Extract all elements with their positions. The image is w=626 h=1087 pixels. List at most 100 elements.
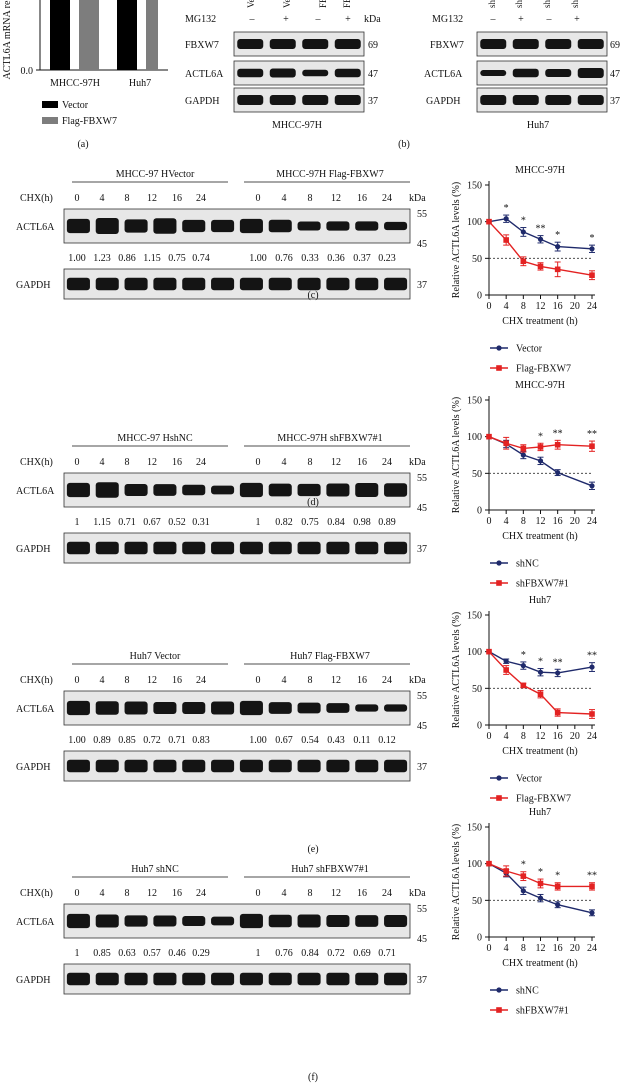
y-tick-label: 150 (467, 823, 482, 834)
significance-mark: * (538, 431, 543, 442)
x-tick-label: 4 (504, 516, 509, 527)
data-point (520, 873, 527, 879)
actl6a-chx-band (326, 914, 350, 928)
gapdh-chx-band (268, 541, 292, 555)
kda-55: 55 (417, 691, 427, 702)
timepoint-right: 24 (382, 193, 392, 204)
blot-panel-c: MHCC-97 HVector MHCC-97H Flag-FBXW7 CHX(h)… (16, 169, 427, 301)
data-point (537, 263, 544, 270)
actl6a-chx-band (239, 218, 263, 234)
legend-label: shFBXW7#1 (516, 1006, 569, 1017)
timepoint-left: 16 (172, 457, 182, 468)
legend-marker (496, 580, 502, 586)
actl6a-chx-band (384, 483, 408, 497)
x-tick-label: 16 (553, 516, 563, 527)
panel-a-group-mhcc: MHCC-97H (50, 78, 100, 89)
gapdh-chx-band (153, 759, 177, 773)
group-right-title: Huh7 shFBXW7#1 (291, 864, 369, 875)
gapdh-r-band (545, 94, 572, 106)
data-point (486, 860, 492, 867)
chart-ylabel: Relative ACTL6A levels (%) (451, 182, 462, 298)
gapdh-chx-band (153, 972, 177, 986)
legend-label: Flag-FBXW7 (516, 794, 571, 805)
x-tick-label: 4 (504, 301, 509, 312)
quant-left: 0.63 (118, 948, 136, 959)
series-line-2 (488, 221, 593, 276)
gapdh-chx-band (182, 277, 206, 291)
x-tick-label: 12 (536, 516, 546, 527)
data-point (555, 244, 561, 250)
col-label-2: Ve (282, 0, 292, 8)
legend-label: Vector (516, 774, 543, 785)
actl6a-chx-band (326, 703, 350, 713)
mg132-4: + (345, 14, 351, 25)
timepoint-right: 24 (382, 888, 392, 899)
actl6a-chx-band (297, 914, 321, 928)
series-line-1 (488, 863, 593, 914)
gapdh-chx-band (384, 972, 408, 986)
series-line-2 (488, 863, 592, 888)
quant-left: 0.85 (93, 948, 111, 959)
legend-marker (496, 365, 502, 371)
row-label-actl6a: ACTL6A (16, 222, 55, 233)
data-point (589, 711, 595, 717)
actl6a-r-band (480, 69, 507, 77)
fbxw7-r-band (512, 38, 539, 50)
x-tick-label: 8 (521, 516, 526, 527)
gapdh-chx-band (124, 972, 148, 986)
data-point (589, 664, 595, 670)
actl6a-chx-band (297, 221, 321, 231)
legend-marker (496, 345, 502, 351)
data-point (589, 246, 595, 252)
actl6a-chx-band (95, 217, 119, 235)
gapdh-chx-band (153, 541, 177, 555)
quant-left: 1.00 (68, 253, 86, 264)
chx-blot-panels: MHCC-97 HVector MHCC-97H Flag-FBXW7 CHX(h)… (16, 169, 427, 1083)
chart-title: Huh7 (529, 807, 551, 818)
actl6a-chx-band (66, 482, 90, 498)
col-label-r2: sh (514, 0, 524, 8)
quant-left: 0.83 (192, 735, 210, 746)
actl6a-chx-band (239, 913, 263, 929)
legend-marker (496, 560, 502, 566)
gapdh-band (269, 94, 296, 106)
gapdh-chx-band (239, 277, 263, 291)
data-point (537, 691, 544, 697)
legend-label: Vector (516, 344, 543, 355)
kda-header: kDa (409, 193, 426, 204)
chart-ylabel: Relative ACTL6A levels (%) (451, 612, 462, 728)
data-point (520, 229, 526, 235)
gapdh-band (334, 94, 361, 106)
series-line-2 (488, 651, 593, 715)
actl6a-chx-band (95, 701, 119, 715)
mg132-2: + (283, 14, 289, 25)
data-point (486, 218, 492, 225)
chart-ylabel: Relative ACTL6A levels (%) (451, 824, 462, 940)
quant-right: 0.98 (353, 517, 371, 528)
significance-mark: ** (553, 657, 563, 668)
gapdh-chx-strip (63, 750, 411, 782)
data-point (520, 452, 526, 458)
x-tick-label: 24 (587, 301, 597, 312)
actl6a-chx-band (355, 915, 379, 927)
quant-right: 0.67 (275, 735, 293, 746)
data-point (503, 216, 509, 222)
cell-line-label-r: Huh7 (527, 120, 549, 131)
actl6a-chx-band (268, 914, 292, 928)
actl6a-chx-band (153, 915, 177, 927)
panel-label: (e) (307, 844, 318, 855)
row-label-gapdh-r: GAPDH (426, 96, 460, 107)
quant-left: 0.85 (118, 735, 136, 746)
actl6a-chx-band (384, 704, 408, 712)
gapdh-chx-strip (63, 963, 411, 995)
timepoint-left: 0 (75, 457, 80, 468)
gapdh-chx-band (124, 541, 148, 555)
mg132-3: – (315, 14, 322, 25)
x-tick-label: 0 (487, 516, 492, 527)
gapdh-chx-band (66, 972, 90, 986)
actl6a-band (334, 68, 361, 78)
gapdh-chx-band (355, 972, 379, 986)
quant-left: 0.89 (93, 735, 111, 746)
quant-right: 0.43 (327, 735, 345, 746)
actl6a-chx-band (384, 221, 408, 231)
